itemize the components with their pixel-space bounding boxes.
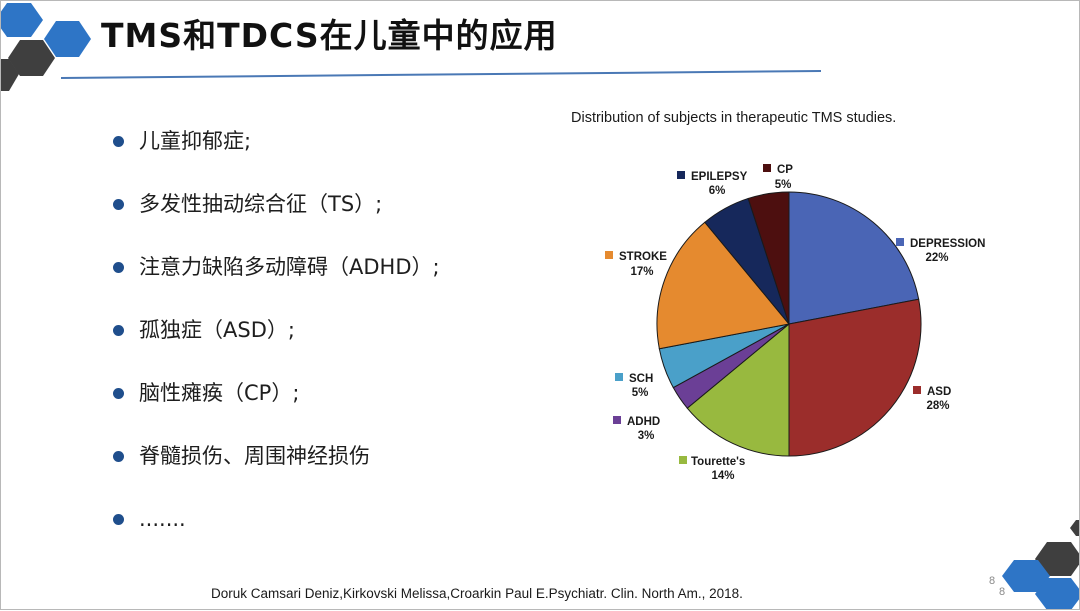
hexagon-shape	[1002, 560, 1050, 592]
bullet-dot	[113, 199, 124, 210]
slide-title: TMS和TDCS在儿童中的应用	[101, 16, 558, 55]
slice-value-label: 5%	[632, 387, 649, 399]
hexagon-shape	[1, 59, 19, 91]
bullet-dot	[113, 325, 124, 336]
bullet-item: 儿童抑郁症;	[113, 123, 440, 186]
bullet-text: .......	[139, 507, 186, 531]
pie-slice-stroke	[656, 221, 790, 350]
hexagon-shape	[1070, 520, 1079, 536]
chart-title: Distribution of subjects in therapeutic …	[571, 110, 897, 126]
slice-label: SCH	[629, 373, 653, 385]
slice-label: ASD	[927, 386, 951, 398]
bullet-dot	[113, 262, 124, 273]
bullet-text: 脊髓损伤、周围神经损伤	[139, 444, 370, 468]
pie-slice-depression	[788, 191, 920, 325]
legend-marker	[613, 416, 621, 424]
legend-marker	[615, 373, 623, 381]
page-number-footer: 8	[999, 586, 1006, 598]
bullet-dot	[113, 388, 124, 399]
bullet-item: .......	[113, 501, 440, 564]
pie-slice-asd	[788, 298, 922, 457]
pie-slice-cp	[747, 191, 790, 325]
bullet-dot	[113, 514, 124, 525]
slice-value-label: 28%	[926, 400, 949, 412]
bullet-dot	[113, 136, 124, 147]
hexagon-shape	[1035, 542, 1079, 576]
slice-label: ADHD	[627, 416, 660, 428]
hexagon-shape	[1035, 578, 1079, 609]
slice-value-label: 17%	[630, 266, 653, 278]
citation: Doruk Camsari Deniz,Kirkovski Melissa,Cr…	[211, 586, 743, 601]
legend-marker	[763, 164, 771, 172]
bullet-item: 脊髓损伤、周围神经损伤	[113, 438, 440, 501]
slice-value-label: 6%	[709, 185, 726, 197]
legend-marker	[913, 386, 921, 394]
slice-label: CP	[777, 164, 793, 176]
legend-marker	[679, 456, 687, 464]
bullet-text: 孤独症（ASD）;	[139, 318, 295, 342]
bullet-item: 脑性瘫痪（CP）;	[113, 375, 440, 438]
slice-label: Tourette's	[691, 456, 745, 468]
hexagon-shape	[44, 21, 91, 57]
bullet-text: 脑性瘫痪（CP）;	[139, 381, 300, 405]
slice-label: EPILEPSY	[691, 171, 748, 183]
hexagon-decoration-top	[1, 3, 91, 91]
slice-value-label: 14%	[711, 470, 734, 482]
bullet-item: 注意力缺陷多动障碍（ADHD）;	[113, 249, 440, 312]
legend-marker	[896, 238, 904, 246]
page-number: 8	[989, 575, 996, 587]
pie-slice-tourette-s	[686, 322, 790, 457]
hexagon-shape	[1, 3, 43, 37]
bullet-list: 儿童抑郁症; 多发性抽动综合征（TS）; 注意力缺陷多动障碍（ADHD）; 孤独…	[113, 123, 440, 564]
bullet-text: 儿童抑郁症;	[139, 129, 252, 153]
bullet-item: 孤独症（ASD）;	[113, 312, 440, 375]
bullet-item: 多发性抽动综合征（TS）;	[113, 186, 440, 249]
bullet-dot	[113, 451, 124, 462]
slice-label: STROKE	[619, 251, 667, 263]
slice-label: DEPRESSION	[910, 238, 985, 250]
legend-marker	[677, 171, 685, 179]
hexagon-shape	[8, 40, 55, 76]
bullet-text: 多发性抽动综合征（TS）;	[139, 192, 383, 216]
slice-value-label: 3%	[638, 430, 655, 442]
slice-value-label: 22%	[925, 252, 948, 264]
title-underline	[61, 70, 821, 79]
hexagon-decoration-bottom	[1002, 520, 1079, 609]
bullet-text: 注意力缺陷多动障碍（ADHD）;	[139, 255, 440, 279]
legend-marker	[605, 251, 613, 259]
slice-value-label: 5%	[775, 179, 792, 191]
